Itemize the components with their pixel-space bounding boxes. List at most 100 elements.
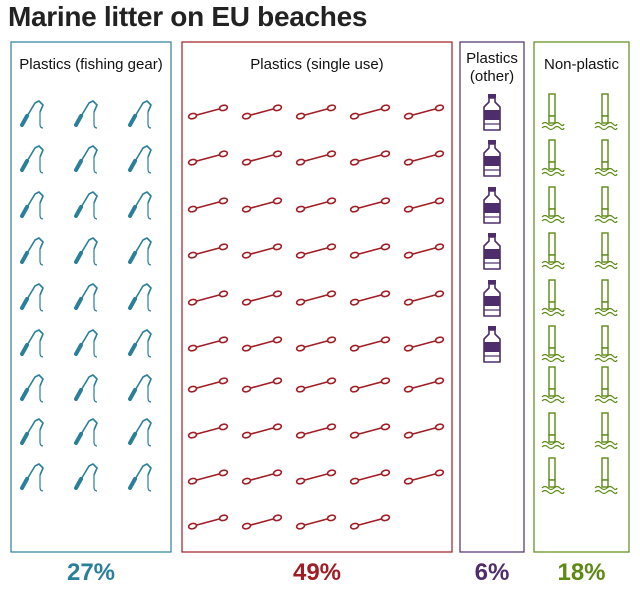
cigarette-butt-icon xyxy=(541,457,565,495)
fishing-line-icon xyxy=(74,374,98,403)
cotton-bud-icon xyxy=(403,336,445,352)
fishing-line-icon xyxy=(74,145,98,174)
fishing-line-icon xyxy=(74,191,98,220)
cotton-bud-icon xyxy=(403,243,445,259)
fishing-line-icon xyxy=(20,374,44,403)
fishing-line-icon xyxy=(74,283,98,312)
cotton-bud-icon xyxy=(349,150,391,166)
cotton-bud-icon xyxy=(403,150,445,166)
cotton-bud-icon xyxy=(241,290,283,306)
cotton-bud-icon xyxy=(403,197,445,213)
fishing-line-icon xyxy=(74,100,98,129)
cotton-bud-icon xyxy=(295,150,337,166)
cotton-bud-icon xyxy=(295,469,337,485)
cotton-bud-icon xyxy=(349,469,391,485)
fishing-line-icon xyxy=(128,191,152,220)
fishing-line-icon xyxy=(128,463,152,492)
cotton-bud-icon xyxy=(187,290,229,306)
cotton-bud-icon xyxy=(241,377,283,393)
category-label-non-plastic: Non-plastic xyxy=(544,56,620,73)
bottle-icon xyxy=(483,233,501,270)
fishing-line-icon xyxy=(20,100,44,129)
cigarette-butt-icon xyxy=(594,457,618,495)
cigarette-butt-icon xyxy=(594,325,618,363)
bottle-icon xyxy=(483,187,501,224)
cotton-bud-icon xyxy=(349,336,391,352)
cotton-bud-icon xyxy=(403,377,445,393)
fishing-line-icon xyxy=(128,237,152,266)
fishing-line-icon xyxy=(128,145,152,174)
cotton-bud-icon xyxy=(241,336,283,352)
cotton-bud-icon xyxy=(187,514,229,530)
cotton-bud-icon xyxy=(349,290,391,306)
cotton-bud-icon xyxy=(295,377,337,393)
panel-non-plastic xyxy=(533,41,630,553)
cigarette-butt-icon xyxy=(594,279,618,317)
value-label-plastics-fishing-gear: 27% xyxy=(67,559,115,586)
cotton-bud-icon xyxy=(403,423,445,439)
cigarette-butt-icon xyxy=(541,366,565,404)
fishing-line-icon xyxy=(20,463,44,492)
cigarette-butt-icon xyxy=(541,186,565,224)
fishing-line-icon xyxy=(20,191,44,220)
fishing-line-icon xyxy=(20,237,44,266)
fishing-line-icon xyxy=(20,283,44,312)
cotton-bud-icon xyxy=(403,104,445,120)
cotton-bud-icon xyxy=(187,243,229,259)
cigarette-butt-icon xyxy=(541,279,565,317)
cotton-bud-icon xyxy=(241,423,283,439)
fishing-line-icon xyxy=(74,237,98,266)
cigarette-butt-icon xyxy=(541,325,565,363)
cotton-bud-icon xyxy=(403,290,445,306)
cotton-bud-icon xyxy=(295,423,337,439)
cigarette-butt-icon xyxy=(541,412,565,450)
cotton-bud-icon xyxy=(295,514,337,530)
fishing-line-icon xyxy=(128,374,152,403)
fishing-line-icon xyxy=(74,418,98,447)
cotton-bud-icon xyxy=(295,243,337,259)
cotton-bud-icon xyxy=(187,150,229,166)
fishing-line-icon xyxy=(20,418,44,447)
cotton-bud-icon xyxy=(349,104,391,120)
fishing-line-icon xyxy=(74,329,98,358)
cotton-bud-icon xyxy=(241,150,283,166)
cigarette-butt-icon xyxy=(594,366,618,404)
cotton-bud-icon xyxy=(187,377,229,393)
cotton-bud-icon xyxy=(241,243,283,259)
cigarette-butt-icon xyxy=(594,412,618,450)
cigarette-butt-icon xyxy=(594,186,618,224)
cotton-bud-icon xyxy=(403,469,445,485)
fishing-line-icon xyxy=(128,329,152,358)
category-label-plastics-fishing-gear: Plastics (fishing gear) xyxy=(19,56,162,73)
cotton-bud-icon xyxy=(349,197,391,213)
fishing-line-icon xyxy=(128,100,152,129)
cotton-bud-icon xyxy=(187,469,229,485)
cotton-bud-icon xyxy=(349,514,391,530)
bottle-icon xyxy=(483,140,501,177)
cotton-bud-icon xyxy=(187,104,229,120)
cotton-bud-icon xyxy=(295,197,337,213)
bottle-icon xyxy=(483,94,501,131)
panel-plastics-single-use xyxy=(181,41,453,553)
fishing-line-icon xyxy=(128,418,152,447)
cigarette-butt-icon xyxy=(594,139,618,177)
cigarette-butt-icon xyxy=(541,139,565,177)
cotton-bud-icon xyxy=(187,197,229,213)
cotton-bud-icon xyxy=(241,469,283,485)
fishing-line-icon xyxy=(74,463,98,492)
fishing-line-icon xyxy=(128,283,152,312)
value-label-plastics-other: 6% xyxy=(475,559,510,586)
category-label-plastics-single-use: Plastics (single use) xyxy=(250,56,383,73)
cotton-bud-icon xyxy=(241,104,283,120)
cotton-bud-icon xyxy=(241,514,283,530)
cigarette-butt-icon xyxy=(541,93,565,131)
cotton-bud-icon xyxy=(349,243,391,259)
cotton-bud-icon xyxy=(349,377,391,393)
value-label-plastics-single-use: 49% xyxy=(293,559,341,586)
cotton-bud-icon xyxy=(295,290,337,306)
cotton-bud-icon xyxy=(295,336,337,352)
cotton-bud-icon xyxy=(187,336,229,352)
chart-title: Marine litter on EU beaches xyxy=(8,1,368,32)
category-label-plastics-other: Plastics (other) xyxy=(466,50,518,85)
